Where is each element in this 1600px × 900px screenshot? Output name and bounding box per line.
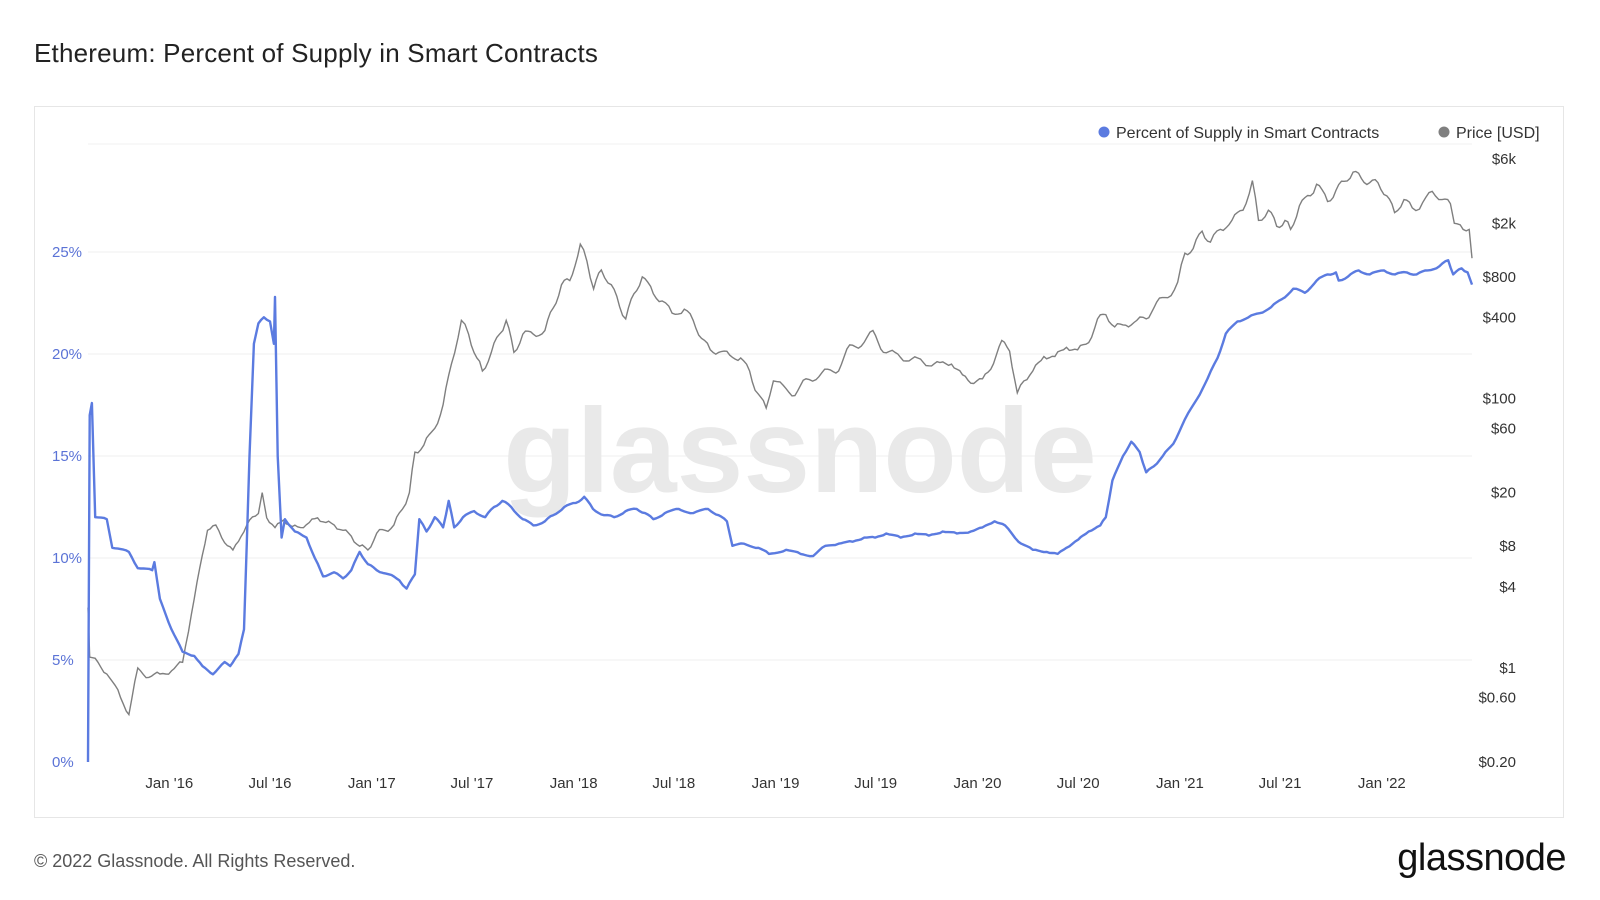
right-tick-label: $6k bbox=[1492, 151, 1517, 168]
right-tick-label: $4 bbox=[1499, 579, 1516, 596]
right-tick-label: $400 bbox=[1483, 309, 1516, 326]
brand-logo: glassnode bbox=[1397, 837, 1566, 879]
footer-copyright: © 2022 Glassnode. All Rights Reserved. bbox=[34, 851, 356, 871]
left-tick-label: 5% bbox=[52, 652, 74, 669]
left-tick-label: 15% bbox=[52, 448, 82, 465]
right-tick-label: $20 bbox=[1491, 485, 1516, 502]
x-tick-label: Jan '19 bbox=[752, 775, 800, 792]
x-tick-label: Jan '17 bbox=[348, 775, 396, 792]
legend-label-supply[interactable]: Percent of Supply in Smart Contracts bbox=[1116, 125, 1379, 142]
page-title: Ethereum: Percent of Supply in Smart Con… bbox=[34, 38, 599, 68]
x-tick-label: Jul '21 bbox=[1259, 775, 1302, 792]
right-tick-label: $8 bbox=[1499, 538, 1516, 555]
x-tick-label: Jan '18 bbox=[550, 775, 598, 792]
right-tick-label: $0.20 bbox=[1478, 754, 1516, 771]
price-line bbox=[87, 170, 1473, 717]
x-tick-label: Jul '18 bbox=[652, 775, 695, 792]
legend[interactable]: Percent of Supply in Smart Contracts Pri… bbox=[1098, 125, 1540, 142]
x-tick-label: Jan '20 bbox=[954, 775, 1002, 792]
legend-label-price[interactable]: Price [USD] bbox=[1456, 125, 1540, 142]
right-tick-label: $2k bbox=[1492, 215, 1517, 232]
right-axis: $0.20 $0.60 $1 $4 $8 $20 $60 $100 $400 $800 $2k $6k bbox=[1478, 151, 1516, 771]
right-tick-label: $800 bbox=[1483, 269, 1516, 286]
watermark: glassnode bbox=[503, 384, 1097, 518]
right-tick-label: $1 bbox=[1499, 660, 1516, 677]
legend-marker-price bbox=[1438, 126, 1450, 138]
legend-marker-supply bbox=[1098, 126, 1110, 138]
x-tick-label: Jan '16 bbox=[145, 775, 193, 792]
left-tick-label: 20% bbox=[52, 346, 82, 363]
x-tick-label: Jul '17 bbox=[450, 775, 493, 792]
left-tick-label: 10% bbox=[52, 550, 82, 567]
x-tick-label: Jul '19 bbox=[854, 775, 897, 792]
x-axis: Jan '16 Jul '16 Jan '17 Jul '17 Jan '18 Jul '… bbox=[145, 775, 1405, 792]
x-tick-label: Jan '21 bbox=[1156, 775, 1204, 792]
x-tick-label: Jul '20 bbox=[1057, 775, 1100, 792]
left-tick-label: 0% bbox=[52, 754, 74, 771]
supply-line bbox=[86, 259, 1474, 763]
x-tick-label: Jan '22 bbox=[1358, 775, 1406, 792]
right-tick-label: $100 bbox=[1483, 390, 1516, 407]
left-axis: 0% 5% 10% 15% 20% 25% bbox=[52, 244, 82, 771]
right-tick-label: $0.60 bbox=[1478, 690, 1516, 707]
chart-frame bbox=[34, 106, 1564, 818]
grid bbox=[88, 143, 1472, 661]
right-tick-label: $60 bbox=[1491, 420, 1516, 437]
left-tick-label: 25% bbox=[52, 244, 82, 261]
x-tick-label: Jul '16 bbox=[249, 775, 292, 792]
